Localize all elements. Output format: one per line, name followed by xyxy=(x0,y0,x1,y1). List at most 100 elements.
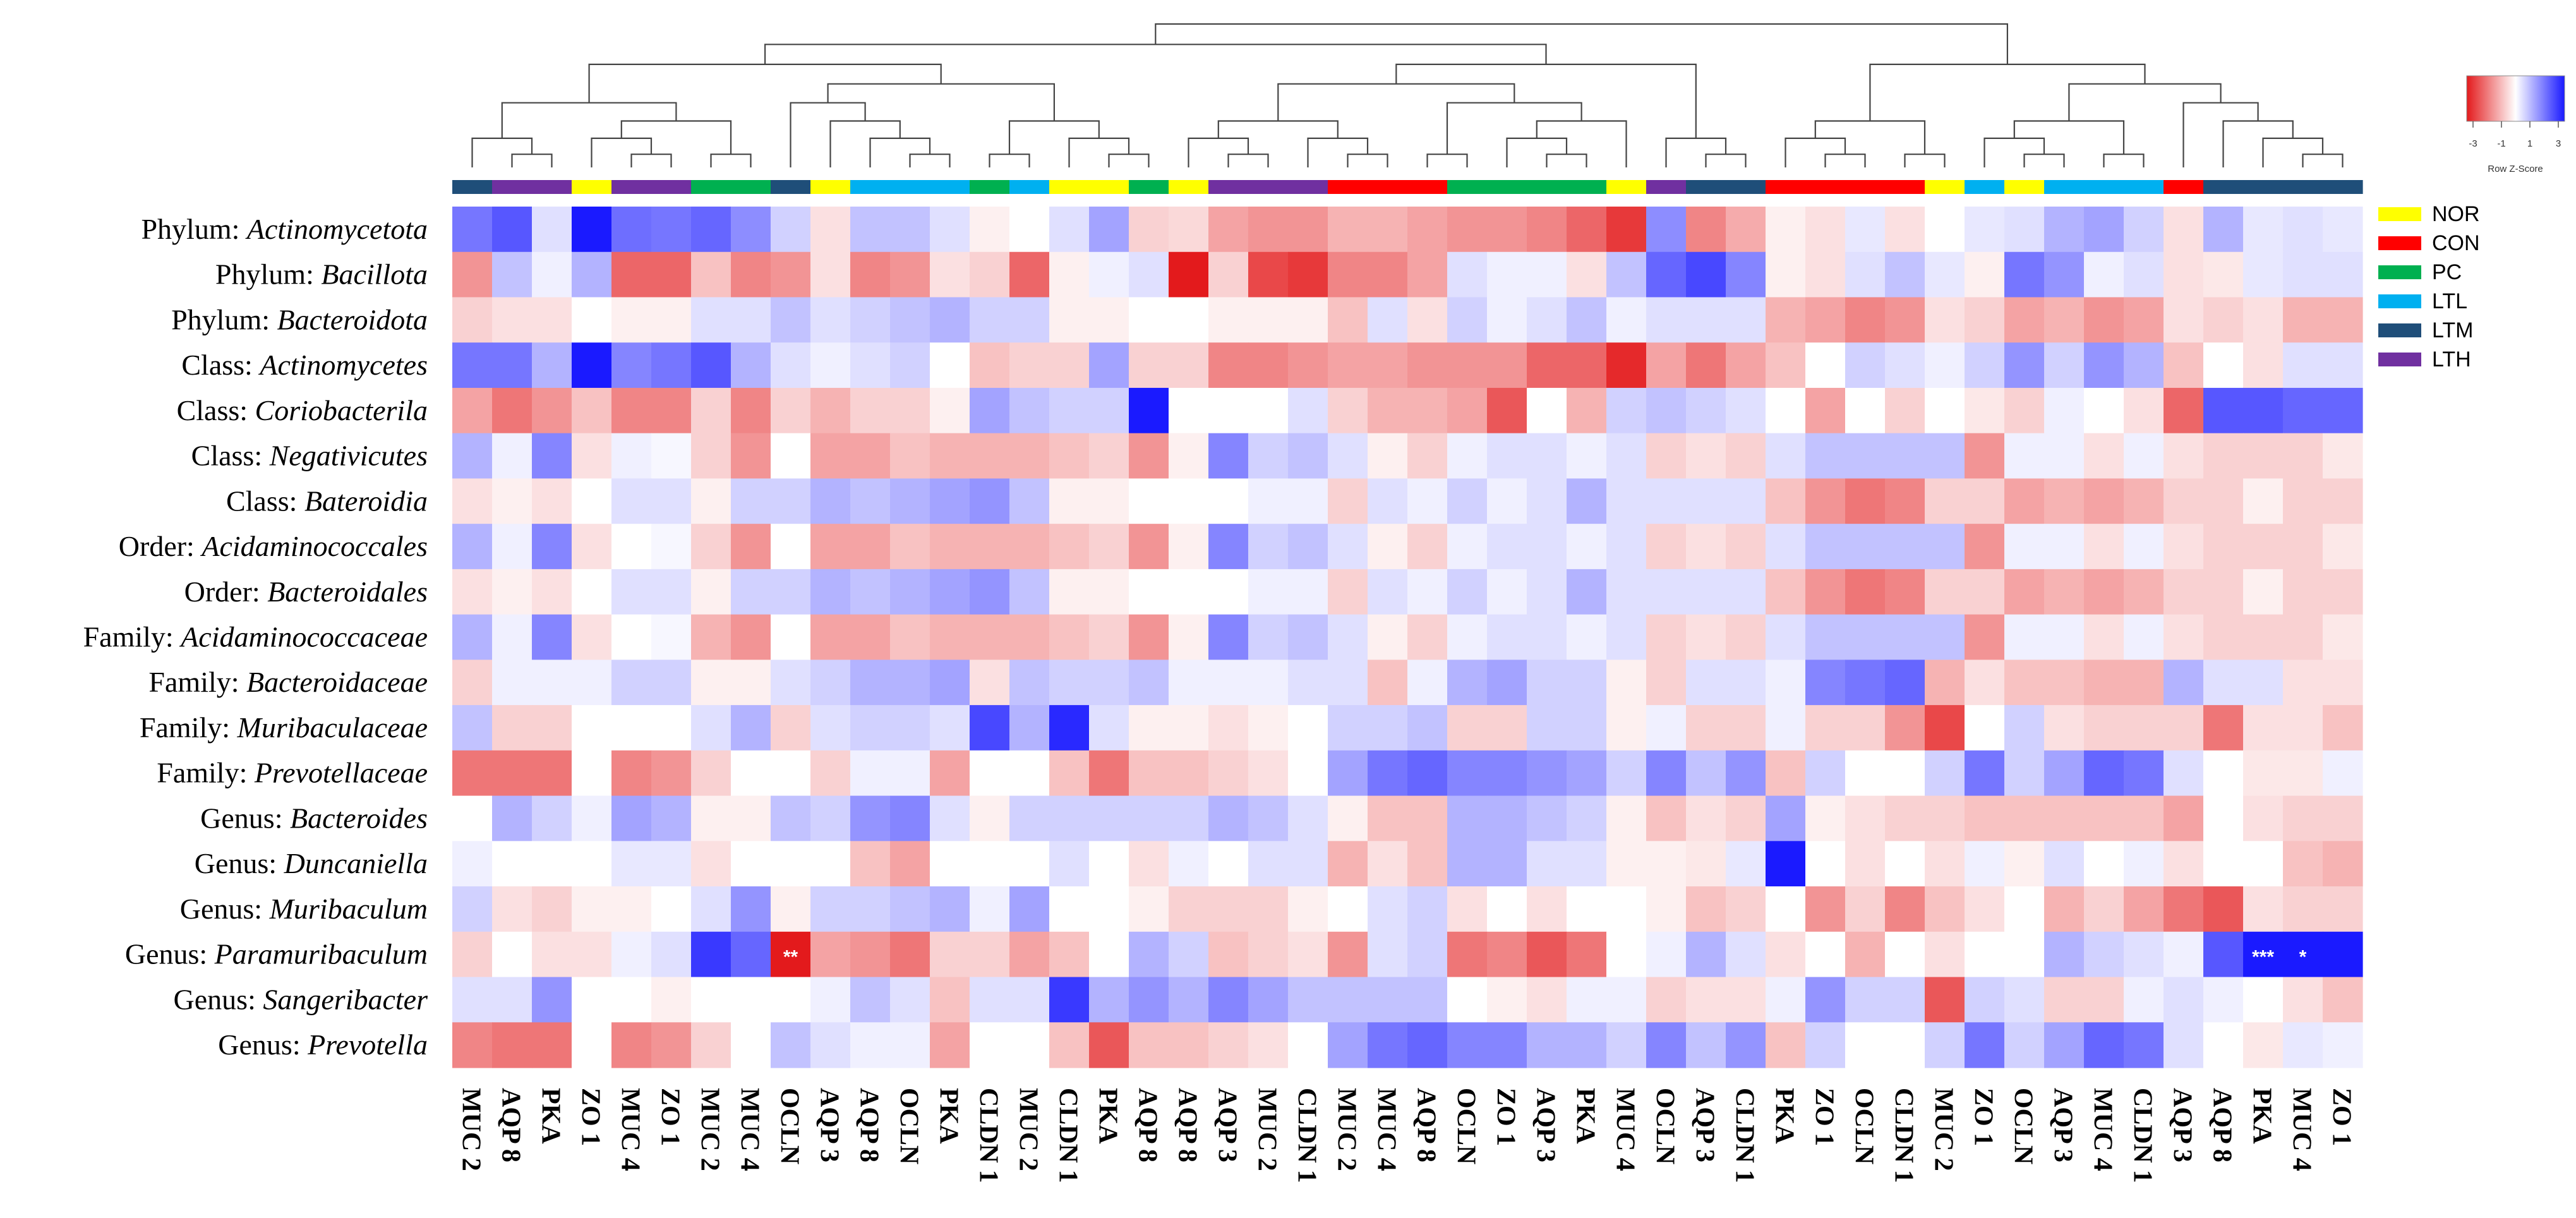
heatmap-cell xyxy=(1487,478,1527,524)
heatmap-cell xyxy=(1368,795,1408,841)
heatmap-cell xyxy=(2004,795,2045,841)
heatmap-cell xyxy=(1208,705,1249,751)
heatmap-cell xyxy=(1646,342,1687,389)
heatmap-cell xyxy=(771,660,811,706)
column-label: OCLN xyxy=(2009,1088,2038,1164)
heatmap-cell xyxy=(1686,478,1726,524)
heatmap-cell xyxy=(1049,207,1090,253)
heatmap-cell xyxy=(1407,614,1448,660)
heatmap-cell xyxy=(1965,478,2005,524)
heatmap-cell xyxy=(850,1022,891,1068)
heatmap-cell xyxy=(810,977,851,1023)
row-label: Genus: Paramuribaculum xyxy=(125,938,428,970)
heatmap-cell xyxy=(2004,297,2045,343)
heatmap-cell xyxy=(1527,478,1567,524)
heatmap-cell xyxy=(2084,660,2124,706)
heatmap-cell xyxy=(2203,931,2244,978)
heatmap-cell xyxy=(1089,297,1129,343)
heatmap-cell xyxy=(970,297,1010,343)
heatmap-cell xyxy=(1248,614,1289,660)
heatmap-cell xyxy=(2004,886,2045,932)
heatmap-cell xyxy=(2084,478,2124,524)
heatmap-cell xyxy=(2164,841,2204,887)
heatmap-cell xyxy=(1049,297,1090,343)
heatmap-cell xyxy=(1169,977,1209,1023)
heatmap-cell xyxy=(691,705,731,751)
heatmap-cell xyxy=(731,342,771,389)
heatmap-cell xyxy=(1805,387,1846,434)
legend-swatch xyxy=(2378,207,2421,221)
heatmap-cell xyxy=(691,524,731,570)
heatmap-cell xyxy=(1328,1022,1368,1068)
heatmap-cell xyxy=(2283,841,2323,887)
heatmap-cell xyxy=(2004,478,2045,524)
heatmap-cell xyxy=(810,750,851,797)
column-label: PKA xyxy=(1571,1088,1600,1144)
heatmap-cell xyxy=(890,931,930,978)
heatmap-cell xyxy=(2243,342,2284,389)
heatmap-cell xyxy=(1169,251,1209,298)
heatmap-cell xyxy=(1925,342,1965,389)
heatmap-cell xyxy=(1805,750,1846,797)
heatmap-cell xyxy=(850,750,891,797)
heatmap-cell xyxy=(771,297,811,343)
column-dendrogram xyxy=(471,23,2344,167)
row-label: Class: Bateroidia xyxy=(226,485,428,517)
heatmap-cell xyxy=(2283,478,2323,524)
heatmap-cell xyxy=(1646,614,1687,660)
heatmap-cell xyxy=(2203,795,2244,841)
heatmap-cell xyxy=(1766,750,1806,797)
heatmap-cell xyxy=(492,207,533,253)
heatmap-cell xyxy=(1726,614,1766,660)
group-bar-cell xyxy=(1726,180,1766,194)
heatmap-cell xyxy=(2124,297,2164,343)
group-bar-cell xyxy=(2283,180,2323,194)
heatmap-cell xyxy=(2203,478,2244,524)
heatmap-cell xyxy=(452,931,493,978)
heatmap-cell xyxy=(1447,931,1488,978)
heatmap-cell xyxy=(1527,342,1567,389)
heatmap-cell xyxy=(2124,1022,2164,1068)
heatmap-cell xyxy=(1368,297,1408,343)
heatmap-cell xyxy=(1009,297,1050,343)
heatmap-cell xyxy=(1726,251,1766,298)
heatmap-cell xyxy=(532,569,572,615)
heatmap-cell xyxy=(890,705,930,751)
column-label: AQP 8 xyxy=(1133,1088,1162,1162)
heatmap-cell xyxy=(1368,569,1408,615)
dendrogram-branch xyxy=(471,137,533,167)
heatmap-cell xyxy=(1208,433,1249,479)
heatmap-cell xyxy=(1407,886,1448,932)
heatmap-cell xyxy=(1965,705,2005,751)
heatmap-cell xyxy=(930,524,970,570)
heatmap-cell xyxy=(2124,660,2164,706)
heatmap-cell xyxy=(2243,614,2284,660)
heatmap-cell xyxy=(572,524,612,570)
heatmap-cell xyxy=(1567,795,1607,841)
heatmap-cell xyxy=(1726,660,1766,706)
heatmap-cell xyxy=(651,297,692,343)
heatmap-cell xyxy=(890,660,930,706)
heatmap-cell xyxy=(1805,251,1846,298)
heatmap-cell xyxy=(1248,387,1289,434)
heatmap-cell xyxy=(651,433,692,479)
heatmap-cell xyxy=(1845,478,1886,524)
heatmap-cell xyxy=(1089,841,1129,887)
heatmap-cell xyxy=(2044,614,2085,660)
heatmap-cell xyxy=(1606,931,1647,978)
heatmap-cell xyxy=(1169,614,1209,660)
heatmap-cell xyxy=(1208,977,1249,1023)
heatmap-cell xyxy=(2323,569,2363,615)
heatmap-cell xyxy=(1686,387,1726,434)
heatmap-cell xyxy=(1447,342,1488,389)
heatmap-cell xyxy=(1129,387,1169,434)
heatmap-cell xyxy=(1447,569,1488,615)
heatmap-cell xyxy=(731,433,771,479)
heatmap-cell xyxy=(1169,705,1209,751)
heatmap-cell xyxy=(611,977,652,1023)
heatmap-cell xyxy=(2084,297,2124,343)
heatmap-cell xyxy=(1805,297,1846,343)
heatmap-cell xyxy=(890,524,930,570)
dendrogram-branch xyxy=(764,44,1547,64)
heatmap-cell xyxy=(1805,207,1846,253)
